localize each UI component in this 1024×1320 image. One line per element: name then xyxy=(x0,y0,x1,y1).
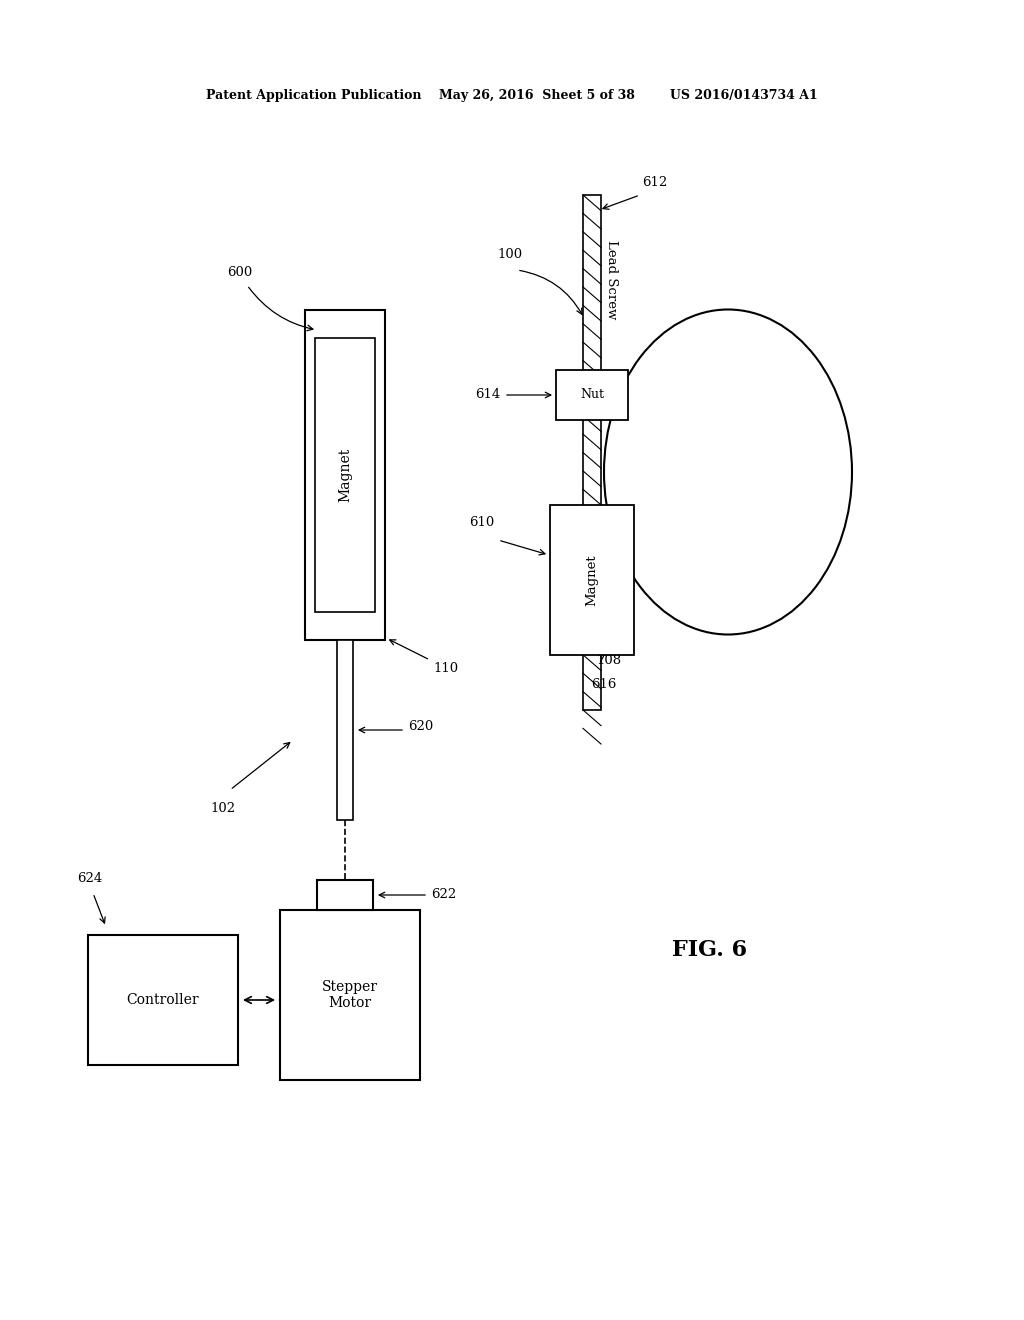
Text: 600: 600 xyxy=(227,265,253,279)
Text: 100: 100 xyxy=(498,248,522,261)
Text: Stepper
Motor: Stepper Motor xyxy=(322,979,378,1010)
Bar xyxy=(550,506,634,655)
Text: 108: 108 xyxy=(596,653,622,667)
Text: 102: 102 xyxy=(211,801,236,814)
Text: 622: 622 xyxy=(431,888,457,902)
Bar xyxy=(88,935,238,1065)
Bar xyxy=(583,195,601,710)
Text: 610: 610 xyxy=(469,516,494,529)
Bar xyxy=(317,880,373,909)
Bar xyxy=(315,338,375,612)
Text: Magnet: Magnet xyxy=(338,447,352,502)
Text: FIG. 6: FIG. 6 xyxy=(673,939,748,961)
Text: 620: 620 xyxy=(408,719,433,733)
Text: 110: 110 xyxy=(433,661,458,675)
Text: Lead Screw: Lead Screw xyxy=(605,240,618,319)
Text: 616: 616 xyxy=(591,678,616,690)
Ellipse shape xyxy=(604,309,852,635)
Text: Nut: Nut xyxy=(580,388,604,401)
Bar xyxy=(280,909,420,1080)
Bar xyxy=(337,640,353,820)
Text: Patent Application Publication    May 26, 2016  Sheet 5 of 38        US 2016/014: Patent Application Publication May 26, 2… xyxy=(206,88,818,102)
Text: 614: 614 xyxy=(475,388,500,401)
Bar xyxy=(556,370,628,420)
Text: 624: 624 xyxy=(78,871,102,884)
Bar xyxy=(305,310,385,640)
Text: Magnet: Magnet xyxy=(586,554,598,606)
Text: 612: 612 xyxy=(642,177,668,190)
Text: Controller: Controller xyxy=(127,993,200,1007)
